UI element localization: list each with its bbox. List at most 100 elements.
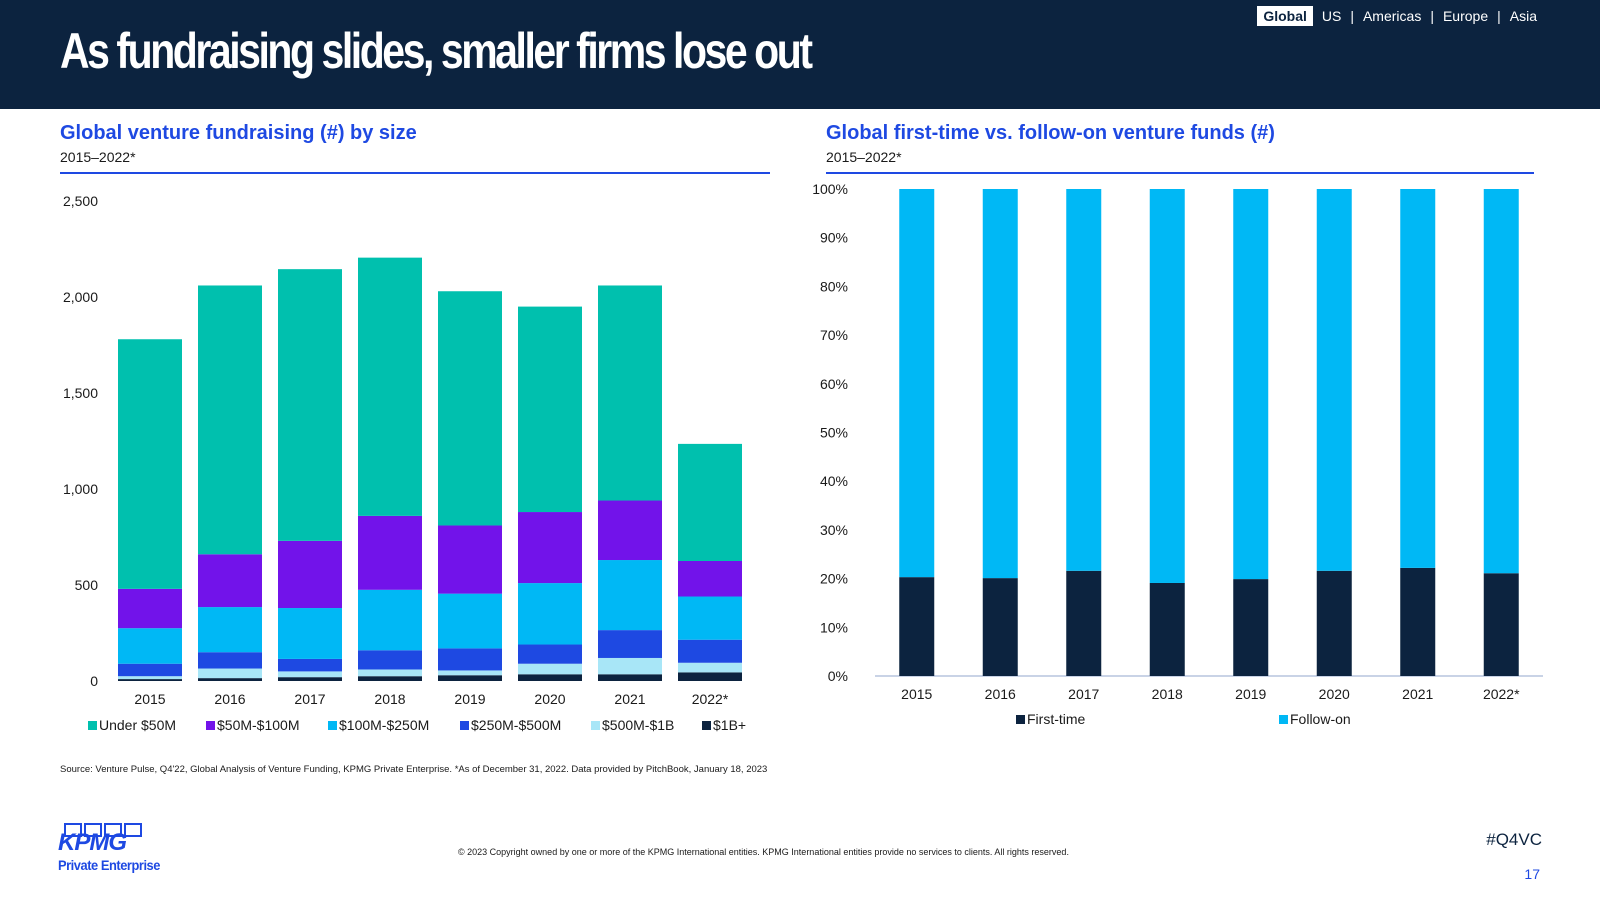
bar-50m-100m-2021 [598,500,662,561]
bar-50m-100m-2016 [198,554,262,608]
fundraising-by-size-chart: 0 500 1,000 1,500 2,000 2,500 2015 2016 2017 2018… [63,193,746,733]
bar-100m-250m-2015 [118,628,182,664]
bar-1b-2019 [438,675,502,681]
bar-50m-100m-2020 [518,512,582,584]
x-tick-label: 2021 [614,691,645,707]
x-tick-label: 2016 [214,691,245,707]
legend-label-50m-100m: $50M-$100M [217,717,300,733]
region-tab-asia[interactable]: Asia [1509,8,1537,24]
page-number: 17 [1524,866,1540,882]
legend-label-under-50m: Under $50M [99,717,176,733]
bar-500m-1b-2020 [518,663,582,675]
legend-label-follow-on: Follow-on [1290,711,1351,727]
y-tick-label: 70% [820,327,848,343]
y-tick-label: 500 [75,577,99,593]
bar-500m-1b-2018 [358,669,422,677]
x-tick-label: 2018 [374,691,405,707]
bar-first-time-2020 [1316,570,1352,676]
logo-subtitle: Private Enterprise [58,857,160,873]
bar-1b-2021 [598,674,662,681]
bar-under-50m-2020 [518,306,582,513]
bar-500m-1b-2017 [278,671,342,678]
y-tick-label: 50% [820,425,848,441]
bar-50m-100m-2022 [678,561,742,597]
x-tick-label: 2016 [985,686,1016,702]
first-time-vs-follow-on-chart: 0% 10% 20% 30% 40% 50% 60% 70% 80% 90% 100% 2015 201… [812,181,1543,727]
x-tick-label: 2022* [692,691,729,707]
bar-500m-1b-2019 [438,670,502,676]
bar-500m-1b-2015 [118,676,182,680]
bar-follow-on-2017 [1066,189,1102,571]
bar-100m-250m-2019 [438,593,502,649]
legend-label-100m-250m: $100M-$250M [339,717,429,733]
y-tick-label: 80% [820,278,848,294]
x-tick-label: 2017 [1068,686,1099,702]
y-tick-label: 0 [90,673,98,689]
y-tick-label: 1,500 [63,385,98,401]
bar-100m-250m-2022 [678,596,742,640]
bar-50m-100m-2017 [278,540,342,609]
bar-first-time-2017 [1066,570,1102,676]
x-tick-label: 2018 [1152,686,1183,702]
bar-follow-on-2018 [1149,189,1185,583]
bar-first-time-2022 [1483,573,1519,676]
legend-swatch-1b [702,721,711,730]
source-note: Source: Venture Pulse, Q4'22, Global Ana… [60,764,768,775]
bar-1b-2016 [198,678,262,681]
region-tab-americas[interactable]: Americas [1362,8,1422,24]
bar-under-50m-2021 [598,285,662,501]
bar-under-50m-2019 [438,291,502,526]
legend-label-500m-1b: $500M-$1B [602,717,674,733]
legend-label-250m-500m: $250M-$500M [471,717,561,733]
legend-swatch-follow-on [1279,715,1288,724]
bar-100m-250m-2018 [358,589,422,651]
bar-250m-500m-2020 [518,644,582,664]
bar-under-50m-2022 [678,443,742,561]
bar-1b-2018 [358,676,422,681]
y-tick-label: 0% [828,668,848,684]
y-tick-label: 20% [820,571,848,587]
bar-250m-500m-2018 [358,650,422,670]
region-tab-global[interactable]: Global [1257,6,1313,26]
x-tick-label: 2015 [901,686,932,702]
bar-250m-500m-2021 [598,630,662,658]
x-tick-label: 2019 [1235,686,1266,702]
header-banner: As fundraising slides, smaller firms los… [0,0,1600,109]
legend-swatch-500m-1b [591,721,600,730]
region-tab-europe[interactable]: Europe [1442,8,1489,24]
legend-label-1b: $1B+ [713,717,746,733]
bar-first-time-2018 [1149,582,1185,676]
bar-250m-500m-2015 [118,663,182,677]
left-chart-rule [60,172,770,174]
bar-1b-2022 [678,672,742,681]
bar-follow-on-2020 [1316,189,1352,571]
bar-1b-2020 [518,674,582,681]
bar-follow-on-2021 [1400,189,1436,568]
y-tick-label: 2,500 [63,193,98,209]
x-tick-label: 2021 [1402,686,1433,702]
region-nav: Global US | Americas | Europe | Asia [1257,6,1542,26]
bar-50m-100m-2018 [358,515,422,590]
y-tick-label: 2,000 [63,289,98,305]
bar-1b-2017 [278,677,342,681]
right-chart-title: Global first-time vs. follow-on venture … [826,122,1275,144]
right-chart-subtitle: 2015–2022* [826,149,902,165]
bar-500m-1b-2016 [198,668,262,679]
bar-follow-on-2016 [982,189,1018,579]
bar-first-time-2019 [1233,579,1269,676]
region-separator: | [1350,8,1354,24]
region-tab-us[interactable]: US [1321,8,1342,24]
right-chart-rule [826,172,1534,174]
bar-250m-500m-2022 [678,639,742,663]
region-separator: | [1430,8,1434,24]
x-tick-label: 2020 [534,691,565,707]
bar-follow-on-2022 [1483,189,1519,574]
legend-swatch-250m-500m [460,721,469,730]
bar-100m-250m-2017 [278,608,342,659]
bar-under-50m-2015 [118,339,182,589]
y-tick-label: 90% [820,230,848,246]
bar-under-50m-2017 [278,269,342,541]
bar-under-50m-2018 [358,257,422,516]
legend-swatch-first-time [1016,715,1025,724]
logo-wordmark: KPMG [58,829,127,856]
